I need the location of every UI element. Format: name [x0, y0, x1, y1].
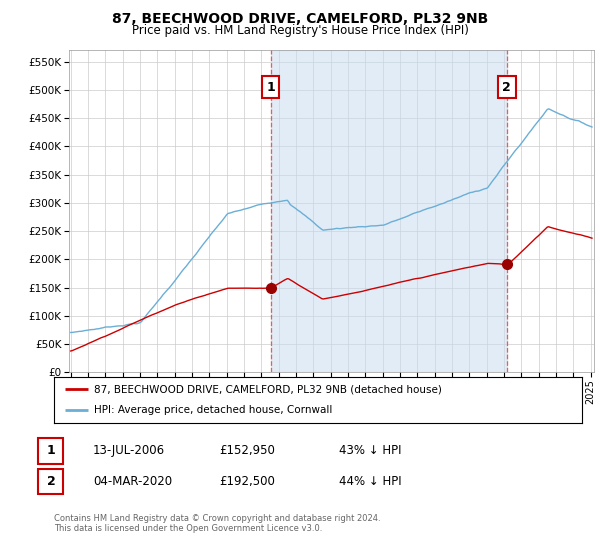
Text: HPI: Average price, detached house, Cornwall: HPI: Average price, detached house, Corn… [94, 405, 332, 416]
Text: 1: 1 [266, 81, 275, 94]
Text: £192,500: £192,500 [219, 475, 275, 488]
Bar [271, 50, 507, 372]
Text: £152,950: £152,950 [219, 444, 275, 458]
Text: 13-JUL-2006: 13-JUL-2006 [93, 444, 165, 458]
Text: Price paid vs. HM Land Registry's House Price Index (HPI): Price paid vs. HM Land Registry's House … [131, 24, 469, 36]
Text: 87, BEECHWOOD DRIVE, CAMELFORD, PL32 9NB (detached house): 87, BEECHWOOD DRIVE, CAMELFORD, PL32 9NB… [94, 384, 442, 394]
Text: 87, BEECHWOOD DRIVE, CAMELFORD, PL32 9NB: 87, BEECHWOOD DRIVE, CAMELFORD, PL32 9NB [112, 12, 488, 26]
Text: 44% ↓ HPI: 44% ↓ HPI [339, 475, 401, 488]
Text: 2: 2 [47, 475, 55, 488]
Text: 1: 1 [47, 444, 55, 458]
Text: 2: 2 [502, 81, 511, 94]
Text: 04-MAR-2020: 04-MAR-2020 [93, 475, 172, 488]
Text: Contains HM Land Registry data © Crown copyright and database right 2024.
This d: Contains HM Land Registry data © Crown c… [54, 514, 380, 534]
Text: 43% ↓ HPI: 43% ↓ HPI [339, 444, 401, 458]
